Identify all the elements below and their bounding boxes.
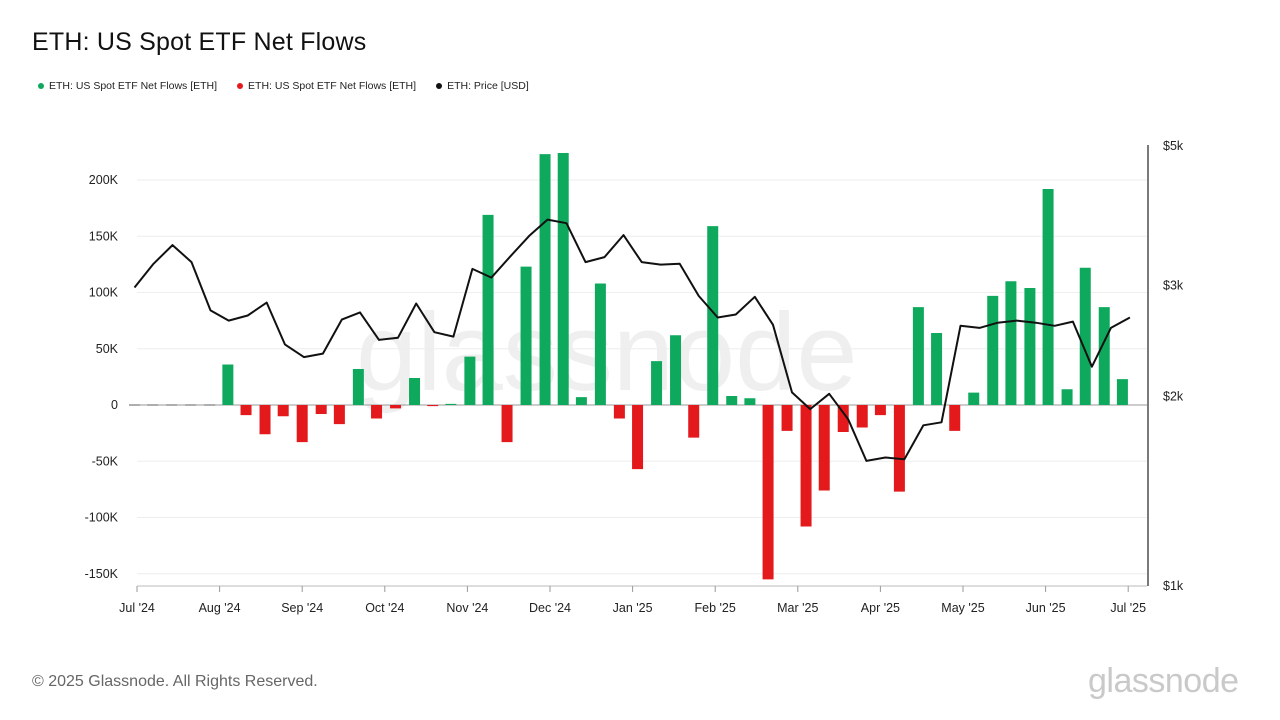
bar-outflow[interactable] bbox=[613, 405, 625, 419]
bar-inflow[interactable] bbox=[520, 266, 532, 405]
bar-inflow[interactable] bbox=[1061, 389, 1073, 405]
x-tick-label: Jul '25 bbox=[1110, 601, 1146, 615]
bar-outflow[interactable] bbox=[818, 405, 830, 491]
y-tick-label-right: $3k bbox=[1163, 279, 1184, 293]
brand-logo: glassnode bbox=[1088, 662, 1239, 700]
bar-outflow[interactable] bbox=[390, 405, 402, 409]
bar-inflow[interactable] bbox=[726, 396, 738, 405]
bar-outflow[interactable] bbox=[501, 405, 513, 443]
bar-outflow[interactable] bbox=[762, 405, 774, 580]
bar-inflow[interactable] bbox=[707, 226, 719, 405]
x-tick-label: Jul '24 bbox=[119, 601, 155, 615]
y-tick-label-left: 150K bbox=[89, 229, 119, 243]
legend-item-outflows[interactable]: ETH: US Spot ETF Net Flows [ETH] bbox=[237, 80, 416, 92]
bar-inflow[interactable] bbox=[968, 392, 980, 405]
bar-outflow[interactable] bbox=[893, 405, 905, 492]
bars bbox=[129, 153, 1128, 580]
legend-dot-black bbox=[436, 83, 443, 89]
bar-inflow[interactable] bbox=[1005, 281, 1017, 405]
x-tick-label: May '25 bbox=[941, 601, 984, 615]
bar-outflow[interactable] bbox=[371, 405, 383, 419]
bar-inflow[interactable] bbox=[1079, 267, 1091, 405]
bar-inflow[interactable] bbox=[575, 397, 587, 405]
bar-outflow[interactable] bbox=[315, 405, 327, 414]
bar-inflow[interactable] bbox=[1116, 379, 1128, 405]
x-tick-label: Aug '24 bbox=[199, 601, 241, 615]
bar-outflow[interactable] bbox=[277, 405, 289, 417]
bar-outflow[interactable] bbox=[333, 405, 345, 425]
price-line[interactable] bbox=[133, 218, 1131, 462]
x-tick-label: Dec '24 bbox=[529, 601, 571, 615]
copyright-footer: © 2025 Glassnode. All Rights Reserved. bbox=[32, 673, 318, 690]
bar-outflow[interactable] bbox=[240, 405, 252, 416]
legend-item-inflows[interactable]: ETH: US Spot ETF Net Flows [ETH] bbox=[38, 80, 217, 92]
legend-dot-red bbox=[237, 83, 244, 89]
price-line-group bbox=[133, 218, 1131, 462]
bar-inflow[interactable] bbox=[539, 154, 551, 405]
x-tick-label: Feb '25 bbox=[695, 601, 736, 615]
x-tick-label: Jun '25 bbox=[1026, 601, 1066, 615]
bar-inflow[interactable] bbox=[1042, 189, 1054, 405]
x-tick-label: Jan '25 bbox=[613, 601, 653, 615]
bar-outflow[interactable] bbox=[949, 405, 961, 431]
bar-outflow[interactable] bbox=[837, 405, 849, 432]
y-axis-left: 200K 150K 100K 50K 0 -50K -100K -150K bbox=[85, 173, 119, 581]
bar-inflow[interactable] bbox=[670, 335, 682, 405]
bar-inflow[interactable] bbox=[464, 356, 476, 405]
bar-outflow[interactable] bbox=[632, 405, 644, 470]
bar-inflow[interactable] bbox=[651, 361, 663, 405]
y-tick-label-left: -100K bbox=[85, 511, 119, 525]
bar-outflow[interactable] bbox=[781, 405, 793, 431]
bar-inflow[interactable] bbox=[744, 398, 756, 405]
x-axis: Jul '24 Aug '24 Sep '24 Oct '24 Nov '24 Dec '… bbox=[119, 585, 1147, 615]
legend-label-inflows: ETH: US Spot ETF Net Flows [ETH] bbox=[49, 80, 218, 92]
bar-outflow[interactable] bbox=[427, 405, 439, 407]
bar-inflow[interactable] bbox=[1024, 288, 1036, 405]
y-tick-label-left: 100K bbox=[89, 286, 119, 300]
y-tick-label-right: $1k bbox=[1163, 579, 1184, 593]
y-tick-label-left: -150K bbox=[85, 567, 119, 581]
legend-item-price[interactable]: ETH: Price [USD] bbox=[436, 80, 529, 92]
bar-outflow[interactable] bbox=[688, 405, 700, 438]
legend-label-price: ETH: Price [USD] bbox=[447, 80, 529, 92]
y-tick-label-right: $5k bbox=[1163, 139, 1184, 153]
x-tick-label: Oct '24 bbox=[365, 601, 404, 615]
bar-outflow[interactable] bbox=[856, 405, 868, 428]
y-axis-right: $5k $3k $2k $1k bbox=[1147, 139, 1184, 593]
y-tick-label-left: 0 bbox=[111, 398, 118, 412]
x-tick-label: Sep '24 bbox=[281, 601, 323, 615]
bar-inflow[interactable] bbox=[409, 378, 421, 405]
y-tick-label-right: $2k bbox=[1163, 390, 1184, 404]
watermark: glassnode bbox=[356, 291, 858, 414]
bar-outflow[interactable] bbox=[800, 405, 812, 527]
x-tick-label: Apr '25 bbox=[861, 601, 900, 615]
bar-inflow[interactable] bbox=[557, 153, 569, 405]
bar-inflow[interactable] bbox=[445, 403, 457, 405]
bar-inflow[interactable] bbox=[594, 283, 606, 406]
y-tick-label-left: 200K bbox=[89, 173, 119, 187]
bar-inflow[interactable] bbox=[352, 369, 364, 405]
x-tick-label: Mar '25 bbox=[777, 601, 818, 615]
x-tick-label: Nov '24 bbox=[446, 601, 488, 615]
bar-inflow[interactable] bbox=[987, 295, 999, 405]
bar-outflow[interactable] bbox=[296, 405, 308, 443]
y-tick-label-left: -50K bbox=[92, 454, 119, 468]
bar-outflow[interactable] bbox=[259, 405, 271, 435]
chart-title: ETH: US Spot ETF Net Flows bbox=[32, 28, 367, 56]
bar-inflow[interactable] bbox=[1098, 307, 1110, 405]
legend-dot-green bbox=[38, 83, 44, 89]
bar-inflow[interactable] bbox=[482, 214, 494, 405]
y-tick-label-left: 50K bbox=[96, 342, 119, 356]
bar-outflow[interactable] bbox=[874, 405, 886, 416]
bar-inflow[interactable] bbox=[222, 364, 234, 406]
legend: ETH: US Spot ETF Net Flows [ETH] ETH: US… bbox=[38, 80, 529, 92]
bar-inflow[interactable] bbox=[931, 333, 943, 405]
bar-inflow[interactable] bbox=[912, 307, 924, 405]
legend-label-outflows: ETH: US Spot ETF Net Flows [ETH] bbox=[248, 80, 417, 92]
